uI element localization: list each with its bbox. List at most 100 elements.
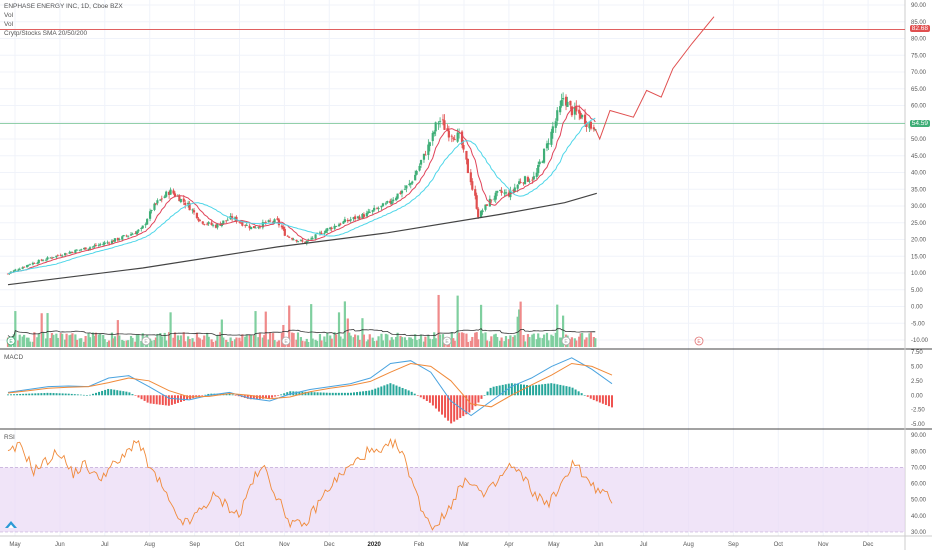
macd-legend[interactable]: MACD <box>4 354 24 361</box>
rsi-legend[interactable]: RSI <box>4 434 15 441</box>
volume-bar <box>304 341 307 347</box>
macd-histogram-bar <box>164 395 167 406</box>
volume-bar <box>103 339 106 347</box>
macd-histogram-bar <box>70 393 73 396</box>
candle-body <box>201 221 204 224</box>
rsi-band-fill <box>0 467 905 532</box>
volume-bar <box>122 340 125 347</box>
candle-body <box>409 183 412 185</box>
earnings-event-marker[interactable]: E <box>141 336 151 346</box>
volume-bar <box>509 335 512 347</box>
macd-axis-tick: 0.00 <box>911 393 923 399</box>
candle-body <box>248 225 251 229</box>
volume-bar <box>434 338 437 347</box>
candle-body <box>512 190 515 192</box>
volume-bar <box>269 332 272 347</box>
symbol-title[interactable]: ENPHASE ENERGY INC, 1D, Cboe BZX <box>4 3 123 10</box>
macd-histogram-bar <box>416 395 419 396</box>
candle-body <box>230 216 234 220</box>
candle-body <box>12 270 15 272</box>
volume-bar <box>528 337 531 347</box>
candle-body <box>415 171 418 175</box>
macd-histogram-bar <box>334 392 337 396</box>
earnings-event-marker[interactable]: E <box>281 336 291 346</box>
volume-bar <box>78 338 81 347</box>
tradingview-logo-icon[interactable] <box>4 519 18 529</box>
macd-histogram-bar <box>289 391 292 396</box>
macd-histogram-bar <box>167 395 170 406</box>
macd-axis-tick: 5.00 <box>911 364 923 370</box>
earnings-event-marker[interactable]: E <box>694 336 704 346</box>
macd-histogram-bar <box>31 393 34 396</box>
macd-histogram-bar <box>95 392 98 396</box>
volume-bar <box>346 318 349 347</box>
volume-bar <box>59 333 62 347</box>
candle-body <box>427 144 430 155</box>
earnings-event-marker[interactable]: E <box>561 336 571 346</box>
candle-body <box>362 214 366 217</box>
volume-bar <box>405 340 408 347</box>
candle-body <box>75 249 78 251</box>
macd-histogram-bar <box>137 395 140 398</box>
volume-bar <box>588 333 591 347</box>
volume-bar <box>23 334 26 347</box>
volume-bar <box>182 332 185 347</box>
macd-histogram-bar <box>419 395 422 398</box>
macd-histogram-bar <box>398 386 401 396</box>
volume-bar <box>245 334 248 347</box>
candle-body <box>21 267 24 269</box>
macd-histogram-bar <box>261 395 264 399</box>
macd-histogram-bar <box>513 383 516 396</box>
candle-body <box>418 165 421 171</box>
candle-body <box>191 209 194 211</box>
vol-legend-2[interactable]: Vol <box>4 21 14 28</box>
vol-legend-1[interactable]: Vol <box>4 12 14 19</box>
candle-body <box>182 198 185 202</box>
volume-bar <box>479 304 483 347</box>
sma-legend[interactable]: Crytp/Stocks SMA 20/50/200 <box>4 30 88 37</box>
macd-histogram-bar <box>428 395 431 403</box>
volume-bar <box>250 334 253 347</box>
volume-bar <box>348 332 351 347</box>
event-letter: E <box>445 339 449 345</box>
volume-bar <box>31 341 34 347</box>
candle-body <box>526 177 530 182</box>
candle-body <box>414 174 417 181</box>
volume-bar <box>14 311 17 347</box>
volume-bar <box>503 341 506 347</box>
projection-line <box>594 16 715 141</box>
macd-histogram-bar <box>52 393 55 396</box>
volume-bar <box>377 336 380 347</box>
candle-body <box>184 202 187 205</box>
macd-axis-tick: 7.50 <box>911 350 923 356</box>
candle-body <box>121 236 124 240</box>
macd-histogram-bar <box>131 394 134 396</box>
candle-body <box>55 255 58 258</box>
candle-body <box>516 184 519 189</box>
candle-body <box>395 197 398 201</box>
candle-body <box>589 121 593 129</box>
volume-bar <box>28 341 32 347</box>
macd-histogram-bar <box>538 384 541 396</box>
candle-body <box>320 232 323 235</box>
candle-body <box>263 222 266 224</box>
candle-body <box>50 257 54 259</box>
macd-histogram-bar <box>228 393 231 396</box>
candle-body <box>479 211 483 218</box>
macd-histogram-bar <box>507 383 510 396</box>
macd-histogram-bar <box>522 384 525 396</box>
macd-histogram-bar <box>28 393 31 396</box>
earnings-event-marker[interactable]: E <box>6 336 16 346</box>
macd-histogram-bar <box>480 395 483 399</box>
candle-body <box>282 226 285 230</box>
earnings-event-marker[interactable]: E <box>442 336 452 346</box>
event-letter: E <box>284 339 288 345</box>
macd-histogram-bar <box>422 395 425 400</box>
volume-bar <box>165 340 168 347</box>
candle-body <box>23 266 26 268</box>
volume-bar <box>226 341 229 347</box>
candle-body <box>88 247 92 249</box>
volume-bar <box>562 315 565 347</box>
